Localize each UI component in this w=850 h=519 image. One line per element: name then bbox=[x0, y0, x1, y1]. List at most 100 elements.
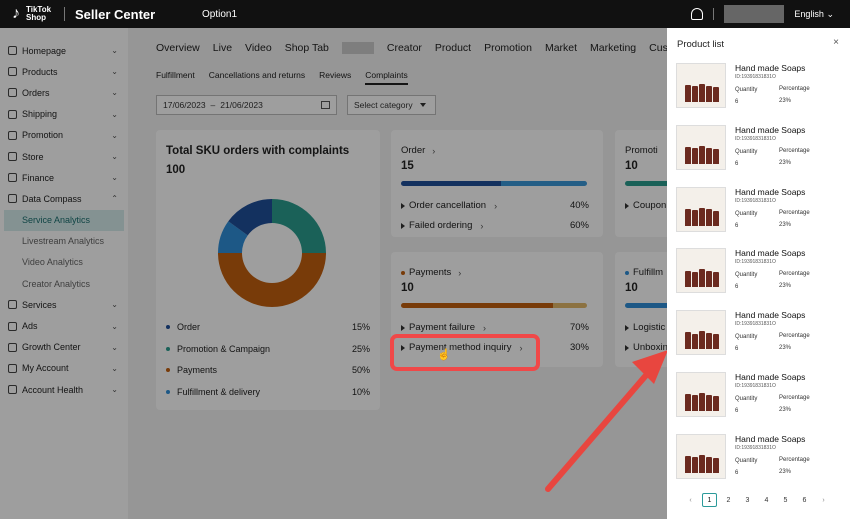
sidebar: Homepage ⌄ Products ⌄ Orders ⌄ Shipping ⌄ Promot… bbox=[0, 28, 128, 519]
product-name: Hand made Soaps bbox=[735, 186, 806, 197]
sidebar-item-livestream-analytics[interactable]: Livestream Analytics bbox=[0, 231, 128, 252]
subtab-complaints[interactable]: Complaints bbox=[365, 70, 408, 85]
row-payment-failure[interactable]: Payment failure › bbox=[401, 322, 486, 333]
product-item[interactable]: Hand made Soaps ID:19391831831O Quantity 6 P… bbox=[676, 372, 846, 422]
tab-shop-tab[interactable]: Shop Tab bbox=[284, 42, 329, 54]
row-order-cancellation[interactable]: Order cancellation › bbox=[401, 200, 497, 211]
subtab-cancellations-and-returns[interactable]: Cancellations and returns bbox=[208, 70, 306, 80]
donut-slice-promotion-campaign[interactable] bbox=[272, 199, 326, 253]
tab-creator[interactable]: Creator bbox=[386, 42, 422, 54]
bottle-shape bbox=[692, 271, 698, 288]
bottle-shape bbox=[685, 332, 691, 350]
pagination-page-2[interactable]: 2 bbox=[726, 496, 731, 504]
legend-dot bbox=[166, 390, 170, 395]
order-card[interactable]: Order › 15 Order cancellation › 40% Fail… bbox=[391, 130, 603, 237]
row-failed-ordering[interactable]: Failed ordering › bbox=[401, 220, 483, 231]
row-payment-method-inquiry[interactable]: Payment method inquiry › bbox=[401, 342, 522, 353]
bottle-shape bbox=[713, 87, 719, 102]
sidebar-item-service-analytics[interactable]: Service Analytics bbox=[4, 209, 124, 231]
sidebar-item-account-health[interactable]: Account Health ⌄ bbox=[0, 379, 128, 400]
tab-marketing[interactable]: Marketing bbox=[590, 42, 637, 54]
tab-overview[interactable]: Overview bbox=[156, 42, 200, 54]
sidebar-icon bbox=[8, 342, 17, 352]
caret-right-icon bbox=[401, 222, 405, 229]
tab-live[interactable]: Live bbox=[212, 42, 233, 54]
sidebar-item-orders[interactable]: Orders ⌄ bbox=[0, 82, 128, 103]
chevron-down-icon: ⌄ bbox=[111, 342, 118, 352]
sidebar-item-products[interactable]: Products ⌄ bbox=[0, 61, 128, 82]
tiktok-shop-logo[interactable]: ♪ TikTok Shop bbox=[8, 5, 64, 23]
close-icon[interactable]: × bbox=[833, 37, 839, 48]
sidebar-item-homepage[interactable]: Homepage ⌄ bbox=[0, 40, 128, 61]
pagination-page-4[interactable]: 4 bbox=[764, 496, 769, 504]
bottle-shape bbox=[685, 270, 691, 288]
product-item[interactable]: Hand made Soaps ID:19391831831O Quantity 6 P… bbox=[676, 433, 846, 484]
bottle-shape bbox=[713, 396, 719, 411]
bottle-shape bbox=[692, 148, 698, 164]
promotion-card-bar bbox=[625, 181, 685, 186]
pagination-prev-icon[interactable]: ‹ bbox=[689, 496, 692, 504]
sidebar-item-data-compass[interactable]: Data Compass ⌃ bbox=[0, 188, 128, 209]
chevron-right-icon: › bbox=[458, 267, 462, 278]
sidebar-item-my-account[interactable]: My Account ⌄ bbox=[0, 358, 128, 379]
tab-redacted[interactable] bbox=[341, 42, 374, 54]
product-thumbnail bbox=[676, 310, 726, 356]
product-item[interactable]: Hand made Soaps ID:19391831831O Quantity 6 P… bbox=[676, 124, 846, 175]
sidebar-icon bbox=[8, 88, 17, 98]
product-item[interactable]: Hand made Soaps ID:19391831831O Quantity 6 P… bbox=[676, 186, 846, 237]
sidebar-item-growth-center[interactable]: Growth Center ⌄ bbox=[0, 337, 128, 358]
sidebar-item-shipping[interactable]: Shipping ⌄ bbox=[0, 104, 128, 125]
sidebar-item-promotion[interactable]: Promotion ⌄ bbox=[0, 125, 128, 146]
sidebar-item-services[interactable]: Services ⌄ bbox=[0, 294, 128, 315]
pagination-page-5[interactable]: 5 bbox=[783, 496, 788, 504]
sidebar-item-label: Video Analytics bbox=[22, 257, 83, 268]
top-option[interactable]: Option1 bbox=[202, 8, 238, 20]
promotion-card-title: Promoti bbox=[625, 145, 658, 156]
hand-cursor-icon: ☝ bbox=[437, 349, 451, 361]
promotion-card-count: 10 bbox=[625, 160, 638, 172]
tab-market[interactable]: Market bbox=[544, 42, 578, 54]
product-item[interactable]: Hand made Soaps ID:19391831831O Quantity 6 P… bbox=[676, 310, 846, 360]
pagination-next-icon[interactable]: › bbox=[822, 496, 825, 504]
pagination-page-6[interactable]: 6 bbox=[802, 496, 807, 504]
donut-slice-payments[interactable] bbox=[218, 253, 326, 307]
sidebar-item-store[interactable]: Store ⌄ bbox=[0, 146, 128, 167]
sidebar-item-finance[interactable]: Finance ⌄ bbox=[0, 167, 128, 188]
pagination-page-1[interactable]: 1 bbox=[702, 493, 717, 507]
account-avatar[interactable] bbox=[724, 5, 785, 23]
category-select[interactable]: Select category bbox=[347, 95, 436, 115]
subtab-fulfillment[interactable]: Fulfillment bbox=[156, 70, 195, 80]
tab-promotion[interactable]: Promotion bbox=[484, 42, 532, 54]
sidebar-item-creator-analytics[interactable]: Creator Analytics bbox=[0, 273, 128, 294]
legend-pct: 15% bbox=[351, 322, 370, 332]
donut-slice-fulfillment-delivery[interactable] bbox=[218, 221, 248, 253]
summary-total: 100 bbox=[166, 164, 186, 176]
bell-icon[interactable] bbox=[691, 8, 704, 20]
pagination-page-3[interactable]: 3 bbox=[745, 496, 750, 504]
tab-product[interactable]: Product bbox=[434, 42, 472, 54]
row-logistics[interactable]: Logistic bbox=[625, 322, 665, 333]
tab-video[interactable]: Video bbox=[245, 42, 272, 54]
fulfillment-card-title: Fulfillm bbox=[633, 267, 664, 278]
sidebar-item-video-analytics[interactable]: Video Analytics bbox=[0, 252, 128, 273]
product-thumbnail bbox=[676, 124, 726, 170]
row-unboxing[interactable]: Unboxin bbox=[625, 342, 668, 353]
legend-label: Fulfillment & delivery bbox=[177, 387, 261, 398]
row-coupon[interactable]: Coupon bbox=[625, 200, 666, 211]
sidebar-item-ads[interactable]: Ads ⌄ bbox=[0, 315, 128, 336]
subtab-reviews[interactable]: Reviews bbox=[319, 70, 352, 80]
bottle-shape bbox=[685, 85, 691, 102]
product-item[interactable]: Hand made Soaps ID:19391831831O Quantity 6 P… bbox=[676, 248, 846, 298]
language-selector[interactable]: English ⌄ bbox=[794, 9, 834, 20]
product-pct: 23% bbox=[779, 345, 792, 352]
bottle-shape bbox=[699, 269, 705, 288]
donut-slice-order[interactable] bbox=[228, 199, 272, 236]
bottle-shape bbox=[706, 394, 712, 411]
sidebar-item-label: Livestream Analytics bbox=[22, 236, 105, 247]
date-range-picker[interactable]: 17/06/2023 – 21/06/2023 bbox=[156, 95, 337, 115]
top-divider bbox=[64, 7, 65, 21]
product-item[interactable]: Hand made Soaps ID:19391831831O Quantity 6 P… bbox=[676, 63, 846, 113]
arrow-head bbox=[632, 350, 668, 384]
chevron-down-icon: ⌄ bbox=[111, 173, 118, 183]
payments-card[interactable]: Payments › 10 Payment failure › 70% Paym… bbox=[391, 252, 603, 367]
